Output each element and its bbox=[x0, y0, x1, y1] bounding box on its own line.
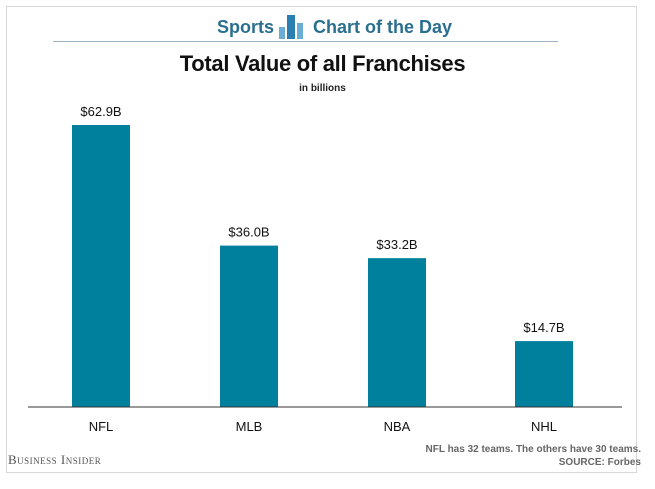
header: Sports Chart of the Day bbox=[7, 13, 638, 43]
bar-nba bbox=[368, 258, 426, 407]
source-note: SOURCE: Forbes bbox=[558, 457, 641, 468]
category-label-nba: NBA bbox=[384, 419, 411, 434]
value-labels-group: $62.9B $36.0B $33.2B $14.7B bbox=[80, 104, 564, 335]
chart-subtitle: in billions bbox=[299, 83, 346, 94]
value-label-nba: $33.2B bbox=[376, 237, 417, 252]
category-label-mlb: MLB bbox=[236, 419, 263, 434]
header-divider bbox=[53, 41, 558, 42]
chart-title: Total Value of all Franchises bbox=[179, 51, 466, 76]
category-label-nfl: NFL bbox=[89, 419, 114, 434]
header-section-label: Sports bbox=[216, 17, 274, 37]
value-label-nfl: $62.9B bbox=[80, 104, 121, 119]
bar-chart-icon bbox=[279, 15, 303, 39]
bar-nfl bbox=[72, 125, 130, 407]
category-label-nhl: NHL bbox=[531, 419, 557, 434]
teams-note: NFL has 32 teams. The others have 30 tea… bbox=[425, 444, 641, 455]
value-label-mlb: $36.0B bbox=[228, 225, 269, 240]
value-label-nhl: $14.7B bbox=[523, 320, 564, 335]
header-chart-label: Chart of the Day bbox=[313, 17, 453, 37]
bar-nhl bbox=[515, 341, 573, 407]
brand-logo: Business Insider bbox=[8, 452, 102, 467]
bars-group bbox=[72, 125, 573, 407]
category-labels-group: NFL MLB NBA NHL bbox=[89, 419, 557, 434]
footer-note: NFL has 32 teams. The others have 30 tea… bbox=[426, 443, 641, 469]
bar-mlb bbox=[220, 245, 278, 407]
